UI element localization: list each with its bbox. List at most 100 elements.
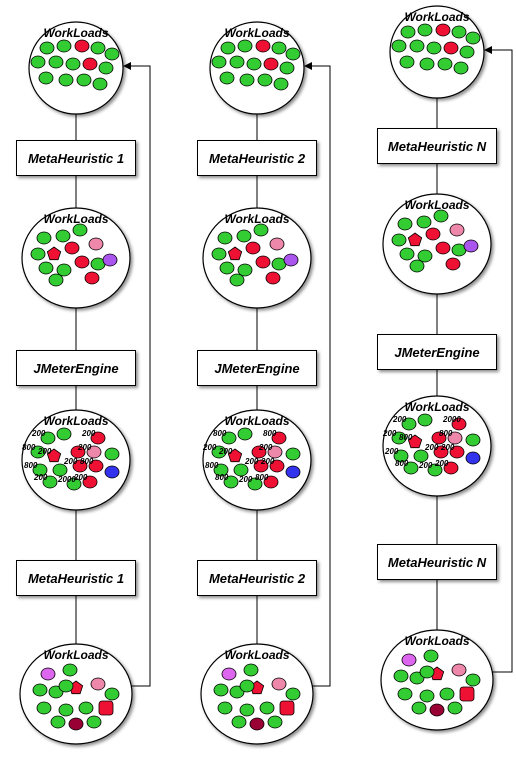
load-value-label: 200 (435, 459, 449, 468)
green-request-dot (65, 57, 81, 71)
pentagon-task (46, 448, 62, 463)
workload-pool (28, 21, 124, 115)
load-value-label: 2000 (443, 415, 461, 424)
green-request-dot (413, 449, 429, 463)
green-request-dot (237, 263, 253, 277)
green-request-dot (229, 55, 245, 69)
green-request-dot (416, 215, 432, 229)
feedback-arrow (483, 46, 513, 673)
feedback-arrow (303, 62, 331, 687)
green-request-dot (403, 461, 419, 475)
green-request-dot (419, 665, 435, 679)
workload-label: WorkLoads (404, 10, 470, 24)
green-request-dot (437, 57, 453, 71)
load-value-label: 200 (245, 457, 259, 466)
workload-pool (19, 643, 133, 745)
green-request-dot (236, 229, 252, 243)
red-request-dot (445, 257, 461, 271)
red-request-dot (88, 459, 104, 473)
load-value-label: 200 (393, 415, 407, 424)
green-request-dot (426, 41, 442, 55)
red-request-dot (271, 431, 287, 445)
load-value-label: 200 (203, 443, 217, 452)
pink-request-dot (90, 677, 106, 691)
green-request-dot (104, 687, 120, 701)
green-request-dot (246, 57, 262, 71)
red-request-dot (251, 445, 267, 459)
green-request-dot (285, 687, 301, 701)
green-request-dot (397, 217, 413, 231)
green-request-dot (391, 431, 407, 445)
red-request-dot (425, 227, 441, 241)
feedback-arrow (122, 62, 151, 687)
pentagon-task (227, 448, 243, 463)
load-value-label: 200 (82, 429, 96, 438)
workload-label: WorkLoads (224, 26, 290, 40)
green-request-dot (465, 433, 481, 447)
green-request-dot (239, 679, 255, 693)
load-value-label: 200 (419, 461, 433, 470)
workload-pool (209, 21, 305, 115)
green-request-dot (36, 231, 52, 245)
green-request-dot (451, 25, 467, 39)
workload-label: WorkLoads (224, 648, 290, 662)
pink-request-dot (86, 445, 102, 459)
green-request-dot (217, 231, 233, 245)
green-request-dot (213, 463, 229, 477)
green-request-dot (417, 249, 433, 263)
green-request-dot (62, 663, 78, 677)
green-request-dot (211, 55, 227, 69)
red-request-dot (82, 475, 98, 489)
red-request-dot (443, 461, 459, 475)
red-request-dot (72, 459, 88, 473)
pool-circle (21, 207, 131, 309)
workload-pool (200, 643, 314, 745)
green-request-dot (76, 73, 92, 87)
red-request-dot (443, 41, 459, 55)
load-value-label: 200 (78, 443, 92, 452)
red-request-dot (70, 445, 86, 459)
load-value-label: 200 (383, 429, 397, 438)
pentagon-task (407, 434, 423, 449)
green-request-dot (393, 669, 409, 683)
red-request-dot (435, 23, 451, 37)
green-request-dot (219, 261, 235, 275)
green-request-dot (419, 57, 435, 71)
green-request-dot (411, 701, 427, 715)
green-request-dot (285, 447, 301, 461)
green-request-dot (400, 25, 416, 39)
green-request-dot (239, 703, 255, 717)
load-value-label: 800 (24, 461, 38, 470)
green-request-dot (231, 715, 247, 729)
workload-label: WorkLoads (43, 648, 109, 662)
green-request-dot (30, 247, 46, 261)
green-request-dot (423, 649, 439, 663)
green-request-dot (78, 701, 94, 715)
darkred-request-dot (68, 717, 84, 731)
green-request-dot (30, 55, 46, 69)
green-request-dot (453, 61, 469, 75)
green-request-dot (36, 701, 52, 715)
green-request-dot (271, 41, 287, 55)
green-request-dot (439, 687, 455, 701)
green-request-dot (32, 463, 48, 477)
red-request-dot (90, 431, 106, 445)
purple-request-dot (463, 239, 479, 253)
green-request-dot (259, 701, 275, 715)
red-request-dot (431, 431, 447, 445)
green-request-dot (397, 687, 413, 701)
load-value-label: 800 (399, 433, 413, 442)
green-request-dot (48, 273, 64, 287)
green-request-dot (48, 55, 64, 69)
pool-circle (382, 193, 492, 295)
green-request-dot (98, 61, 114, 75)
green-request-dot (417, 413, 433, 427)
red-request-dot (82, 57, 98, 71)
green-request-dot (393, 449, 409, 463)
green-request-dot (239, 73, 255, 87)
workload-label: WorkLoads (224, 212, 290, 226)
purple-request-dot (102, 253, 118, 267)
red-request-dot (451, 417, 467, 431)
green-request-dot (219, 71, 235, 85)
